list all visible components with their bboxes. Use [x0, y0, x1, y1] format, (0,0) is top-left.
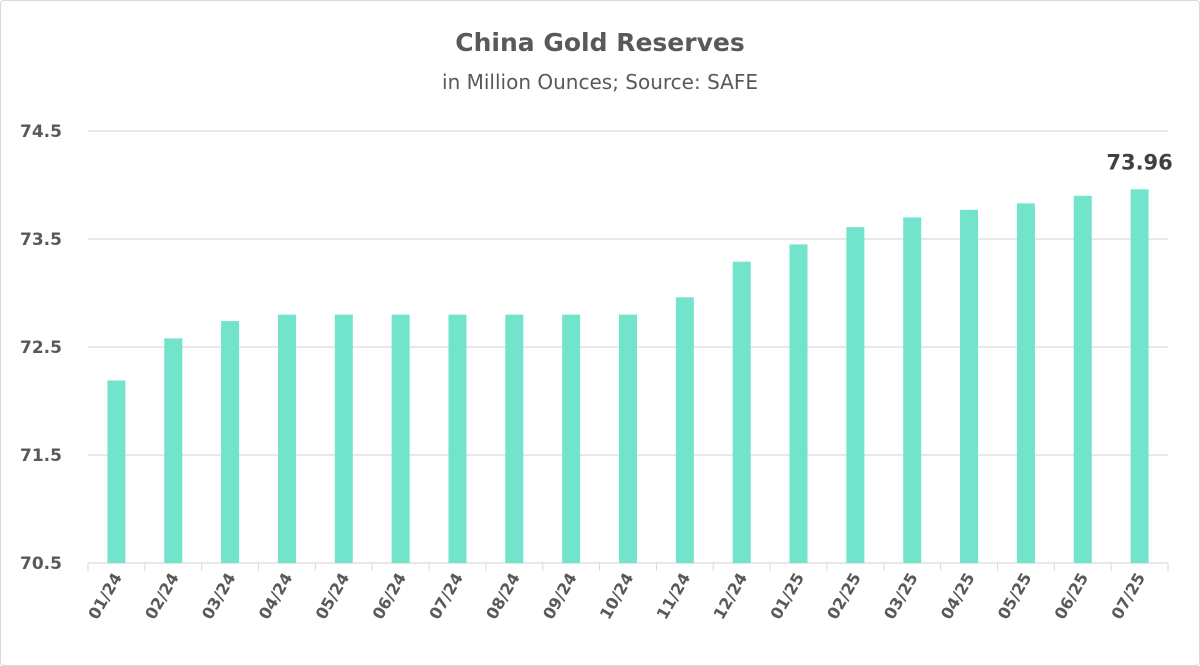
x-tick-label: 07/24 — [425, 570, 467, 623]
x-tick-label: 03/25 — [880, 570, 922, 623]
bar-05-24 — [334, 314, 353, 563]
y-tick-label: 70.5 — [20, 554, 62, 574]
bar-05-25 — [1016, 203, 1035, 564]
x-tick-label: 01/25 — [766, 570, 808, 623]
x-tick-label: 02/24 — [141, 570, 183, 623]
y-tick-label: 72.5 — [20, 338, 62, 358]
y-tick-label: 71.5 — [20, 446, 62, 466]
x-tick-label: 09/24 — [539, 570, 581, 623]
bar-07-24 — [448, 314, 467, 563]
x-tick-label: 04/24 — [255, 570, 297, 623]
bar-10-24 — [619, 314, 637, 563]
x-tick-label: 06/24 — [368, 570, 410, 623]
x-tick-label: 01/24 — [84, 570, 126, 623]
x-tick-label: 05/24 — [312, 570, 354, 623]
bar-04-25 — [960, 209, 979, 563]
x-tick-label: 08/24 — [482, 570, 524, 623]
x-tick-label: 05/25 — [994, 570, 1036, 623]
x-tick-label: 03/24 — [198, 570, 240, 623]
x-tick-label: 07/25 — [1107, 570, 1149, 623]
x-tick-label: 06/25 — [1051, 570, 1093, 623]
bar-09-24 — [562, 314, 581, 563]
data-label: 73.96 — [1106, 150, 1172, 174]
bar-12-24 — [732, 261, 751, 563]
bar-02-25 — [846, 227, 865, 563]
bar-03-24 — [221, 321, 240, 563]
x-tick-label: 12/24 — [710, 570, 752, 623]
bar-01-24 — [107, 380, 126, 563]
x-tick-label: 02/25 — [823, 570, 865, 623]
chart-title: China Gold Reserves — [455, 28, 745, 57]
y-tick-label: 73.5 — [20, 230, 62, 250]
bar-03-25 — [903, 217, 922, 563]
bar-04-24 — [277, 314, 296, 563]
bar-07-25 — [1130, 189, 1149, 563]
bar-06-25 — [1073, 195, 1092, 564]
bar-06-24 — [391, 314, 410, 563]
x-tick-label: 04/25 — [937, 570, 979, 623]
bar-01-25 — [789, 244, 808, 563]
x-tick-label: 11/24 — [653, 570, 695, 623]
bar-11-24 — [675, 297, 694, 563]
chart-subtitle: in Million Ounces; Source: SAFE — [442, 70, 758, 94]
bar-02-24 — [164, 338, 183, 563]
y-tick-label: 74.5 — [20, 122, 62, 142]
x-tick-label: 10/24 — [596, 570, 638, 623]
bar-08-24 — [505, 314, 524, 563]
